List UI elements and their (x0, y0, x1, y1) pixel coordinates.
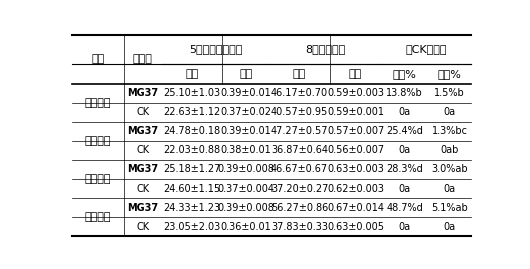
Text: 37.20±0.27: 37.20±0.27 (271, 183, 328, 194)
Text: 较CK增长率: 较CK增长率 (405, 44, 447, 54)
Text: 0.37±0.02: 0.37±0.02 (220, 107, 271, 117)
Text: 8月（收获）: 8月（收获） (305, 44, 346, 54)
Text: 正常胁迫: 正常胁迫 (85, 212, 111, 222)
Text: 5.1%ab: 5.1%ab (431, 203, 468, 213)
Text: 22.03±0.88: 22.03±0.88 (164, 146, 220, 155)
Text: 0a: 0a (399, 146, 411, 155)
Text: 苗高%: 苗高% (393, 69, 417, 79)
Text: 28.3%d: 28.3%d (386, 165, 423, 175)
Text: 苗高: 苗高 (293, 69, 306, 79)
Text: MG37: MG37 (127, 126, 158, 136)
Text: 0.39±0.008: 0.39±0.008 (217, 203, 275, 213)
Text: CK: CK (136, 107, 149, 117)
Text: CK: CK (136, 183, 149, 194)
Text: CK: CK (136, 146, 149, 155)
Text: 22.63±1.12: 22.63±1.12 (164, 107, 221, 117)
Text: 0ab: 0ab (440, 146, 459, 155)
Text: 46.67±0.67: 46.67±0.67 (271, 165, 328, 175)
Text: MG37: MG37 (127, 165, 158, 175)
Text: 46.17±0.70: 46.17±0.70 (271, 88, 328, 98)
Text: 0.59±0.001: 0.59±0.001 (327, 107, 384, 117)
Text: 0.63±0.005: 0.63±0.005 (327, 222, 384, 232)
Text: 0.59±0.003: 0.59±0.003 (327, 88, 384, 98)
Text: 0.36±0.01: 0.36±0.01 (220, 222, 271, 232)
Text: 0.39±0.01: 0.39±0.01 (220, 88, 271, 98)
Text: 24.60±1.15: 24.60±1.15 (164, 183, 220, 194)
Text: 37.83±0.33: 37.83±0.33 (271, 222, 328, 232)
Text: MG37: MG37 (127, 203, 158, 213)
Text: 36.87±0.64: 36.87±0.64 (271, 146, 328, 155)
Text: 0.39±0.008: 0.39±0.008 (217, 165, 275, 175)
Text: 苗高: 苗高 (186, 69, 199, 79)
Text: 25.10±1.03: 25.10±1.03 (164, 88, 220, 98)
Text: 13.8%b: 13.8%b (386, 88, 423, 98)
Text: 0.39±0.01: 0.39±0.01 (220, 126, 271, 136)
Text: 菌株号: 菌株号 (133, 55, 153, 65)
Text: 地径: 地径 (239, 69, 252, 79)
Text: 47.27±0.57: 47.27±0.57 (271, 126, 329, 136)
Text: 25.18±1.27: 25.18±1.27 (163, 165, 221, 175)
Text: 25.4%d: 25.4%d (386, 126, 423, 136)
Text: 0.63±0.003: 0.63±0.003 (327, 165, 384, 175)
Text: 0a: 0a (444, 222, 456, 232)
Text: 轻度胁迫: 轻度胁迫 (85, 174, 111, 184)
Text: 中度胁迫: 中度胁迫 (85, 136, 111, 146)
Text: 1.5%b: 1.5%b (434, 88, 465, 98)
Text: 地径%: 地径% (438, 69, 462, 79)
Text: 0.37±0.004: 0.37±0.004 (217, 183, 275, 194)
Text: MG37: MG37 (127, 88, 158, 98)
Text: 重度胁迫: 重度胁迫 (85, 98, 111, 108)
Text: 48.7%d: 48.7%d (386, 203, 423, 213)
Text: 0a: 0a (399, 107, 411, 117)
Text: 1.3%bc: 1.3%bc (431, 126, 467, 136)
Text: 0a: 0a (399, 183, 411, 194)
Text: 0.62±0.003: 0.62±0.003 (327, 183, 384, 194)
Text: 24.78±0.18: 24.78±0.18 (164, 126, 220, 136)
Text: 处理: 处理 (92, 55, 105, 65)
Text: 5月（磷胁迫后）: 5月（磷胁迫后） (189, 44, 242, 54)
Text: 0a: 0a (444, 183, 456, 194)
Text: 23.05±2.03: 23.05±2.03 (164, 222, 221, 232)
Text: 0a: 0a (399, 222, 411, 232)
Text: 0.56±0.007: 0.56±0.007 (327, 146, 384, 155)
Text: 0.38±0.01: 0.38±0.01 (220, 146, 271, 155)
Text: 地径: 地径 (349, 69, 362, 79)
Text: 0.67±0.014: 0.67±0.014 (327, 203, 384, 213)
Text: 40.57±0.95: 40.57±0.95 (271, 107, 328, 117)
Text: 0.57±0.007: 0.57±0.007 (327, 126, 384, 136)
Text: 0a: 0a (444, 107, 456, 117)
Text: 3.0%ab: 3.0%ab (431, 165, 468, 175)
Text: 24.33±1.23: 24.33±1.23 (164, 203, 220, 213)
Text: 56.27±0.86: 56.27±0.86 (271, 203, 328, 213)
Text: CK: CK (136, 222, 149, 232)
